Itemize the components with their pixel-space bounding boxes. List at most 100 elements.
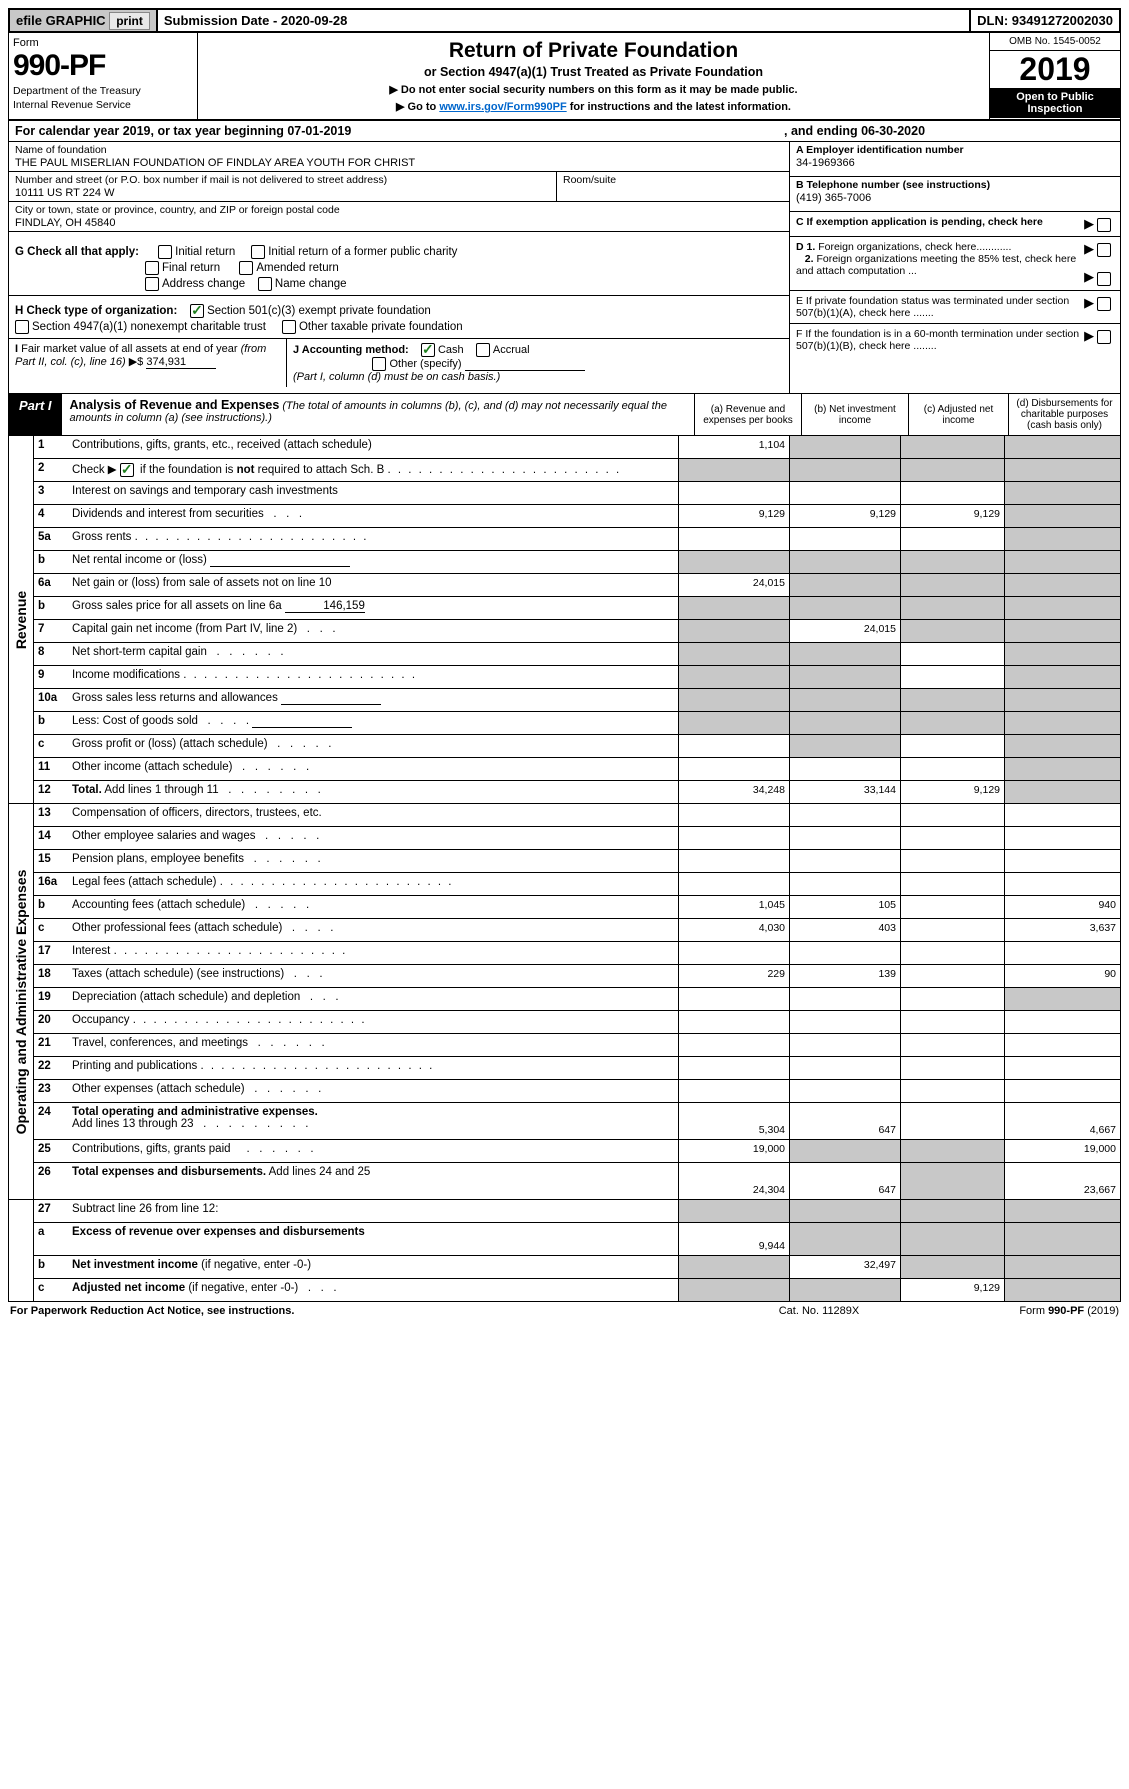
cell-a: 24,304 xyxy=(678,1163,789,1199)
row-num: b xyxy=(34,1256,72,1278)
cell-a xyxy=(678,873,789,895)
cell-b: 403 xyxy=(789,919,900,941)
cell-b xyxy=(789,850,900,872)
omb-number: OMB No. 1545-0052 xyxy=(990,33,1120,51)
sec501-label: Section 501(c)(3) exempt private foundat… xyxy=(207,305,431,317)
sec501-checkbox[interactable] xyxy=(190,304,204,318)
other-taxable-checkbox[interactable] xyxy=(282,320,296,334)
cell-d xyxy=(1004,1200,1120,1222)
row-desc: Other employee salaries and wages . . . … xyxy=(72,827,678,849)
cash-checkbox[interactable] xyxy=(421,343,435,357)
cell-b xyxy=(789,666,900,688)
r8-desc: Net short-term capital gain xyxy=(72,646,207,658)
table-row: 23 Other expenses (attach schedule) . . … xyxy=(34,1080,1120,1103)
irs-label: Internal Revenue Service xyxy=(13,99,193,111)
cell-a xyxy=(678,1057,789,1079)
f-label: F If the foundation is in a 60-month ter… xyxy=(796,328,1084,352)
cell-c xyxy=(900,827,1004,849)
cell-a: 4,030 xyxy=(678,919,789,941)
cell-c xyxy=(900,850,1004,872)
name-change-checkbox[interactable] xyxy=(258,277,272,291)
cell-b xyxy=(789,1279,900,1301)
final-return-checkbox[interactable] xyxy=(145,261,159,275)
cell-d xyxy=(1004,827,1120,849)
cell-b: 647 xyxy=(789,1163,900,1199)
row-num: 14 xyxy=(34,827,72,849)
header-right: OMB No. 1545-0052 2019 Open to Public In… xyxy=(989,33,1120,119)
page-footer: For Paperwork Reduction Act Notice, see … xyxy=(8,1302,1121,1320)
cell-b xyxy=(789,689,900,711)
part1-title: Analysis of Revenue and Expenses xyxy=(70,398,280,412)
row-desc: Taxes (attach schedule) (see instruction… xyxy=(72,965,678,987)
address-change-checkbox[interactable] xyxy=(145,277,159,291)
row-num: 7 xyxy=(34,620,72,642)
cell-a xyxy=(678,804,789,826)
sec4947-checkbox[interactable] xyxy=(15,320,29,334)
r24-desc: Total operating and administrative expen… xyxy=(72,1106,318,1118)
table-row: b Gross sales price for all assets on li… xyxy=(34,597,1120,620)
r5a-desc: Gross rents xyxy=(72,531,131,543)
initial-former-checkbox[interactable] xyxy=(251,245,265,259)
instr2-pre: ▶ Go to xyxy=(396,101,439,113)
table-row: 14 Other employee salaries and wages . .… xyxy=(34,827,1120,850)
cell-d xyxy=(1004,804,1120,826)
amended-return-label: Amended return xyxy=(256,262,338,274)
d1-checkbox[interactable] xyxy=(1097,243,1111,257)
row-num: 16a xyxy=(34,873,72,895)
exemption-checkbox[interactable] xyxy=(1097,218,1111,232)
arrow-icon: ▶ xyxy=(1084,269,1094,284)
form-number: 990-PF xyxy=(13,49,193,83)
row-desc: Printing and publications xyxy=(72,1057,678,1079)
row-num: 2 xyxy=(34,459,72,481)
cell-d xyxy=(1004,528,1120,550)
tax-year: 2019 xyxy=(990,51,1120,88)
amended-return-checkbox[interactable] xyxy=(239,261,253,275)
r27b-note: (if negative, enter -0-) xyxy=(201,1259,311,1271)
cell-a: 1,104 xyxy=(678,436,789,458)
schb-checkbox[interactable] xyxy=(120,463,134,477)
table-row: 11 Other income (attach schedule) . . . … xyxy=(34,758,1120,781)
other-method-label: Other (specify) xyxy=(389,358,461,370)
footer-left: For Paperwork Reduction Act Notice, see … xyxy=(10,1305,719,1317)
phone-value: (419) 365-7006 xyxy=(796,192,1114,204)
table-row: 6a Net gain or (loss) from sale of asset… xyxy=(34,574,1120,597)
cell-d xyxy=(1004,551,1120,573)
row-num: 23 xyxy=(34,1080,72,1102)
row-desc: Other expenses (attach schedule) . . . .… xyxy=(72,1080,678,1102)
r18-desc: Taxes (attach schedule) (see instruction… xyxy=(72,968,284,980)
table-row: 17 Interest xyxy=(34,942,1120,965)
footer-mid: Cat. No. 11289X xyxy=(719,1305,919,1317)
print-button[interactable]: print xyxy=(109,12,150,30)
phone-box: B Telephone number (see instructions) (4… xyxy=(790,177,1120,212)
cell-b: 33,144 xyxy=(789,781,900,803)
cell-b xyxy=(789,873,900,895)
e-checkbox[interactable] xyxy=(1097,297,1111,311)
row-desc: Check ▶ if the foundation is not require… xyxy=(72,459,678,481)
dept-label: Department of the Treasury xyxy=(13,85,193,97)
row-desc: Depreciation (attach schedule) and deple… xyxy=(72,988,678,1010)
cell-b: 9,129 xyxy=(789,505,900,527)
f-checkbox[interactable] xyxy=(1097,330,1111,344)
r15-desc: Pension plans, employee benefits xyxy=(72,853,244,865)
revenue-side-label: Revenue xyxy=(9,436,34,803)
topbar: efile GRAPHIC print Submission Date - 20… xyxy=(8,8,1121,33)
cell-a xyxy=(678,1279,789,1301)
row-desc: Subtract line 26 from line 12: xyxy=(72,1200,678,1222)
r4-desc: Dividends and interest from securities xyxy=(72,508,264,520)
e-box: E If private foundation status was termi… xyxy=(790,291,1120,324)
open-public-badge: Open to Public Inspection xyxy=(990,88,1120,118)
accrual-checkbox[interactable] xyxy=(476,343,490,357)
cell-d xyxy=(1004,781,1120,803)
row-desc: Gross sales less returns and allowances xyxy=(72,689,678,711)
form990pf-link[interactable]: www.irs.gov/Form990PF xyxy=(439,101,566,113)
cell-d xyxy=(1004,1223,1120,1255)
table-row: c Other professional fees (attach schedu… xyxy=(34,919,1120,942)
row-num: b xyxy=(34,597,72,619)
table-row: 7 Capital gain net income (from Part IV,… xyxy=(34,620,1120,643)
other-method-checkbox[interactable] xyxy=(372,357,386,371)
d2-checkbox[interactable] xyxy=(1097,272,1111,286)
fmv-value: 374,931 xyxy=(146,356,216,369)
cell-b xyxy=(789,942,900,964)
f-box: F If the foundation is in a 60-month ter… xyxy=(790,324,1120,356)
initial-return-checkbox[interactable] xyxy=(158,245,172,259)
